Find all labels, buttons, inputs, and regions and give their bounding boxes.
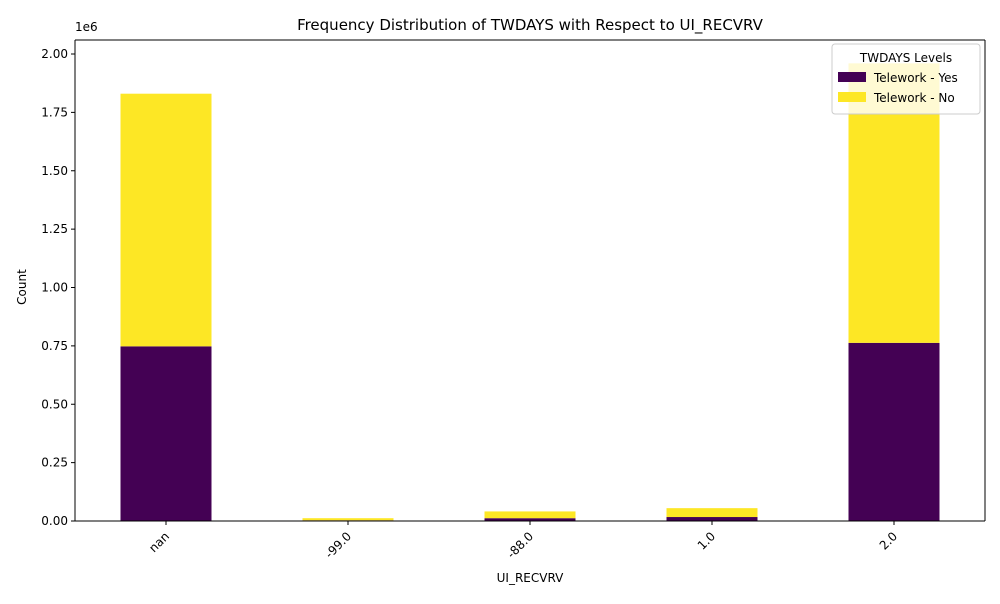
- x-axis-label: UI_RECVRV: [497, 571, 565, 585]
- bar-no-2: [484, 511, 576, 519]
- legend-title: TWDAYS Levels: [859, 51, 952, 65]
- bar-yes-0: [120, 346, 212, 521]
- legend: TWDAYS Levels Telework - Yes Telework - No: [831, 43, 981, 115]
- legend-swatch-0: [838, 72, 866, 82]
- bar-no-1: [302, 518, 394, 521]
- y-tick-label-2: 0.50: [41, 397, 68, 411]
- x-tick-label-0: nan: [146, 529, 172, 555]
- y-axis-label: Count: [15, 269, 29, 305]
- legend-frame: [831, 43, 981, 115]
- bar-yes-3: [666, 517, 758, 521]
- x-tick-label-2: -88.0: [504, 529, 536, 561]
- chart-title: Frequency Distribution of TWDAYS with Re…: [297, 16, 764, 35]
- x-tick-label-1: -99.0: [322, 529, 354, 561]
- y-tick-label-6: 1.50: [41, 164, 68, 178]
- legend-label-1: Telework - No: [873, 91, 955, 105]
- y-tick-label-5: 1.25: [41, 222, 68, 236]
- y-offset-label: 1e6: [75, 20, 98, 34]
- y-tick-label-4: 1.00: [41, 281, 68, 295]
- bar-no-3: [666, 508, 758, 518]
- bar-yes-4: [848, 342, 940, 521]
- y-tick-label-3: 0.75: [41, 339, 68, 353]
- x-tick-label-4: 2.0: [877, 529, 900, 552]
- bar-no-0: [120, 93, 212, 347]
- y-tick-label-7: 1.75: [41, 105, 68, 119]
- y-tick-label-8: 2.00: [41, 47, 68, 61]
- bars-group: [120, 63, 940, 521]
- legend-swatch-1: [838, 92, 866, 102]
- y-tick-label-0: 0.00: [41, 514, 68, 528]
- bar-yes-2: [484, 518, 576, 521]
- x-tick-label-3: 1.0: [695, 529, 718, 552]
- legend-label-0: Telework - Yes: [873, 71, 958, 85]
- y-tick-label-1: 0.25: [41, 456, 68, 470]
